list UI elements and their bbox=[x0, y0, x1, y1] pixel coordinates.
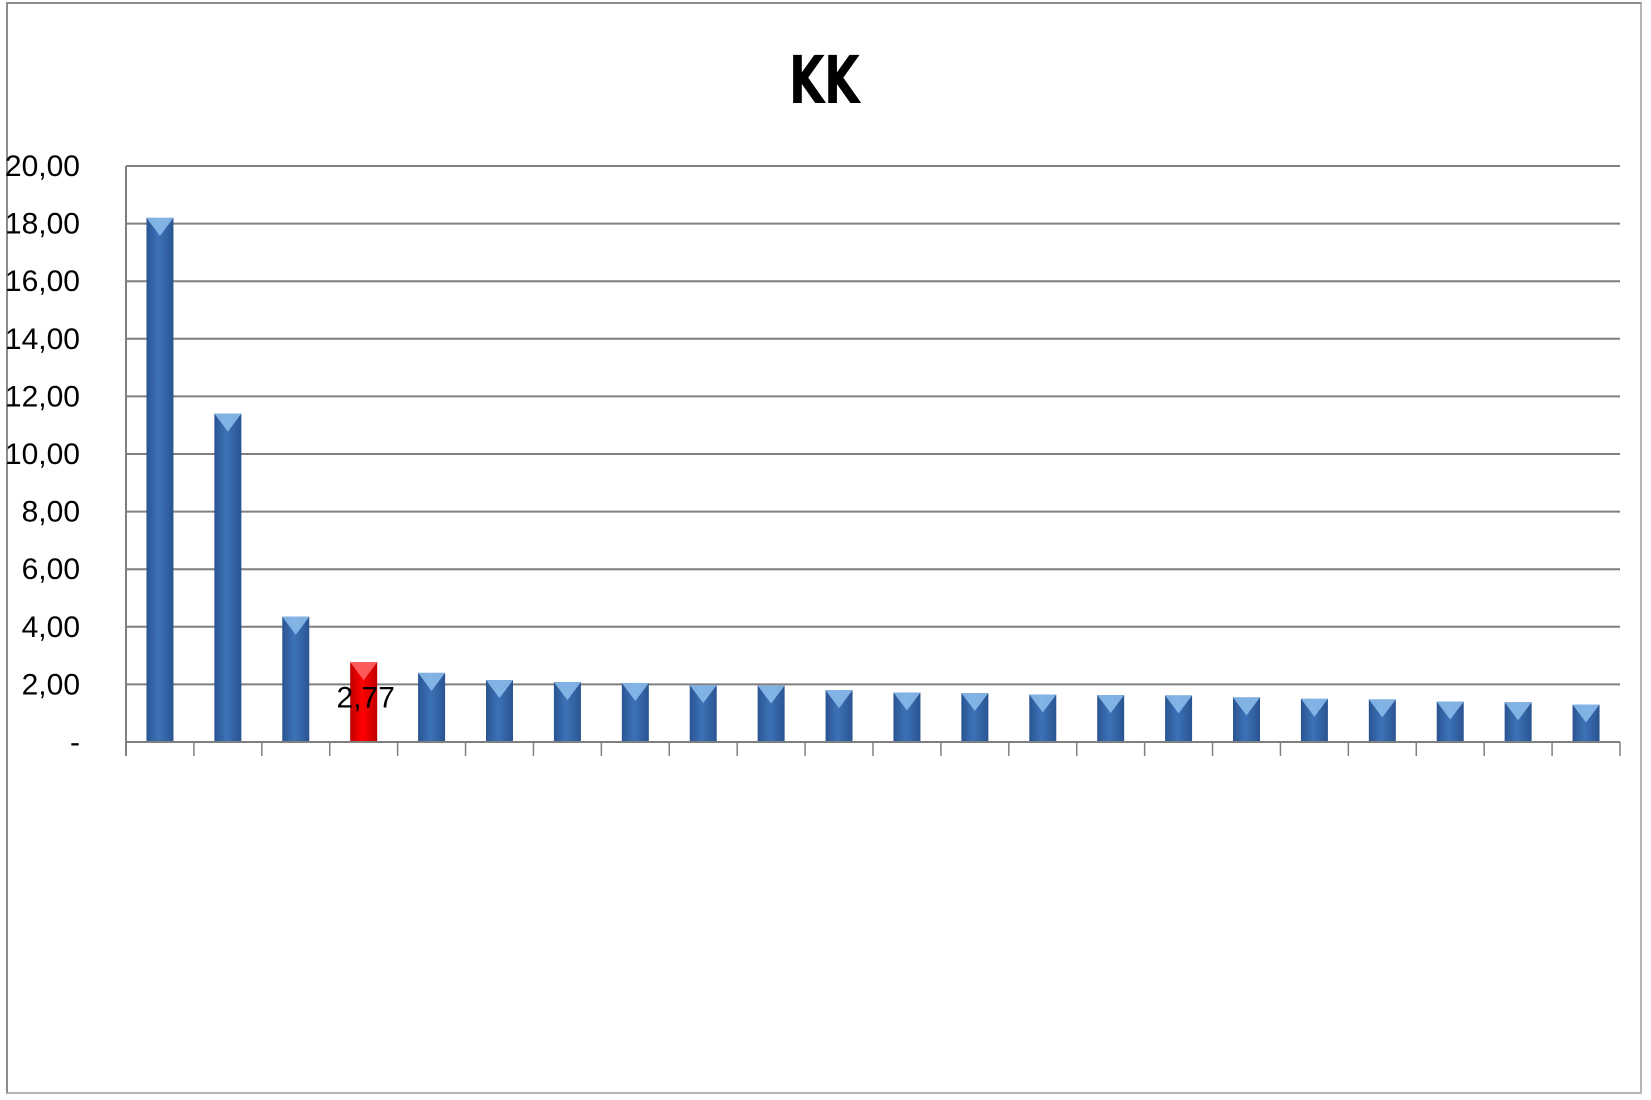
bar-cap bbox=[418, 672, 446, 691]
y-tick-label: 20,00 bbox=[5, 150, 80, 183]
data-label: 2,77 bbox=[336, 681, 394, 714]
bar-cap bbox=[1300, 698, 1328, 717]
bar-cap bbox=[1436, 701, 1464, 720]
y-tick-label: 14,00 bbox=[5, 323, 80, 356]
y-tick-label: 6,00 bbox=[22, 553, 80, 586]
bar bbox=[146, 217, 174, 743]
y-tick-label: 4,00 bbox=[22, 611, 80, 644]
bar-cap bbox=[1504, 702, 1532, 721]
bar-cap bbox=[1572, 704, 1600, 723]
bar-cap bbox=[893, 692, 921, 711]
chart-title: KK bbox=[788, 42, 860, 119]
bar-cap bbox=[282, 616, 310, 635]
bar-cap bbox=[553, 682, 581, 701]
label-layer: 2,77 bbox=[336, 681, 394, 714]
chart-frame: KK bbox=[6, 2, 1642, 1094]
bar-highlight-cap bbox=[350, 662, 378, 681]
y-tick-label: 12,00 bbox=[5, 380, 80, 413]
y-tick-label: 8,00 bbox=[22, 496, 80, 529]
y-tick-label: - bbox=[70, 726, 80, 759]
bar-layer bbox=[146, 217, 1600, 743]
bar-cap bbox=[1368, 699, 1396, 718]
y-tick-label: 10,00 bbox=[5, 438, 80, 471]
y-tick-label: 18,00 bbox=[5, 208, 80, 241]
axis-layer: - 2,00 4,00 6,00 8,00 10,00 12,00 14,00 16,00 18,… bbox=[5, 150, 1621, 759]
bar bbox=[282, 616, 310, 742]
bar-cap bbox=[1029, 694, 1057, 713]
bar-cap bbox=[757, 685, 785, 704]
bar-cap bbox=[1165, 695, 1193, 714]
y-tick-label: 2,00 bbox=[22, 668, 80, 701]
bar-cap bbox=[825, 690, 853, 709]
bar-cap bbox=[486, 680, 513, 699]
bar-cap bbox=[1097, 695, 1125, 714]
y-tick-label: 16,00 bbox=[5, 265, 80, 298]
bar-cap bbox=[146, 217, 174, 236]
bar-cap bbox=[214, 413, 242, 432]
grid-layer bbox=[126, 165, 1620, 686]
bar-cap bbox=[961, 693, 989, 712]
bar-cap bbox=[689, 684, 717, 703]
bar bbox=[214, 413, 242, 742]
bar-cap bbox=[621, 682, 649, 701]
bar-cap bbox=[1233, 697, 1260, 716]
